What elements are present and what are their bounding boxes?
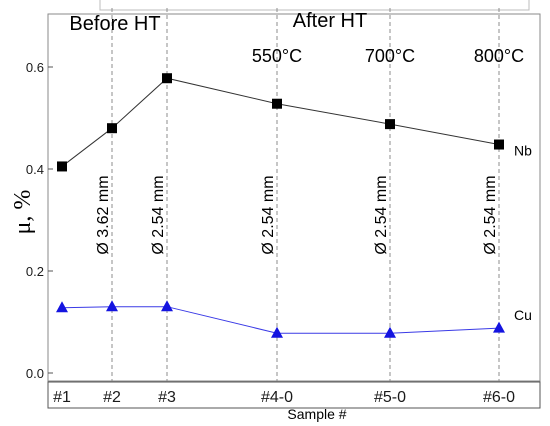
- y-tick-label: 0.4: [26, 162, 44, 177]
- x-tick-label: #2: [103, 389, 121, 406]
- data-point-nb: [107, 123, 117, 134]
- x-tick-label: #4-0: [261, 389, 293, 406]
- x-tick-label: #3: [158, 389, 176, 406]
- data-point-cu: [161, 300, 173, 312]
- y-tick-label: 0.6: [26, 60, 44, 75]
- y-axis-label: μ, %: [10, 190, 36, 235]
- data-point-cu: [56, 301, 68, 313]
- diameter-label: Ø 2.54 mm: [373, 175, 390, 254]
- series-line-nb: [61, 77, 500, 167]
- data-point-nb: [162, 73, 172, 84]
- x-tick-label: #5-0: [374, 389, 406, 406]
- diameter-label: Ø 2.54 mm: [260, 175, 277, 254]
- data-point-nb: [494, 139, 504, 150]
- series-label-cu: Cu: [514, 307, 532, 323]
- after-ht-bracket: [99, 0, 530, 11]
- temperature-label: 700°C: [365, 46, 415, 66]
- data-point-nb: [385, 119, 395, 130]
- diameter-label: Ø 3.62 mm: [95, 175, 112, 254]
- series-line-cu: [61, 306, 500, 334]
- group-label-before-ht: Before HT: [69, 13, 160, 35]
- x-tick-label: #6-0: [483, 389, 515, 406]
- data-point-cu: [493, 321, 505, 333]
- data-point-cu: [384, 326, 396, 338]
- diameter-label: Ø 2.54 mm: [150, 175, 167, 254]
- diameter-label: Ø 2.54 mm: [482, 175, 499, 254]
- temperature-label: 550°C: [252, 46, 302, 66]
- y-tick-label: 0.2: [26, 264, 44, 279]
- group-label-after-ht: After HT: [293, 10, 367, 32]
- temperature-label: 800°C: [474, 46, 524, 66]
- data-point-cu: [271, 326, 283, 338]
- series-label-nb: Nb: [514, 143, 532, 159]
- y-tick-label: 0.0: [26, 366, 44, 381]
- plot-frame: [47, 13, 541, 382]
- data-point-nb: [272, 98, 282, 109]
- category-strip: [47, 381, 541, 409]
- data-point-cu: [106, 300, 118, 312]
- x-tick-label: #1: [53, 389, 71, 406]
- data-point-nb: [57, 161, 67, 172]
- x-axis-label: Sample #: [287, 406, 346, 422]
